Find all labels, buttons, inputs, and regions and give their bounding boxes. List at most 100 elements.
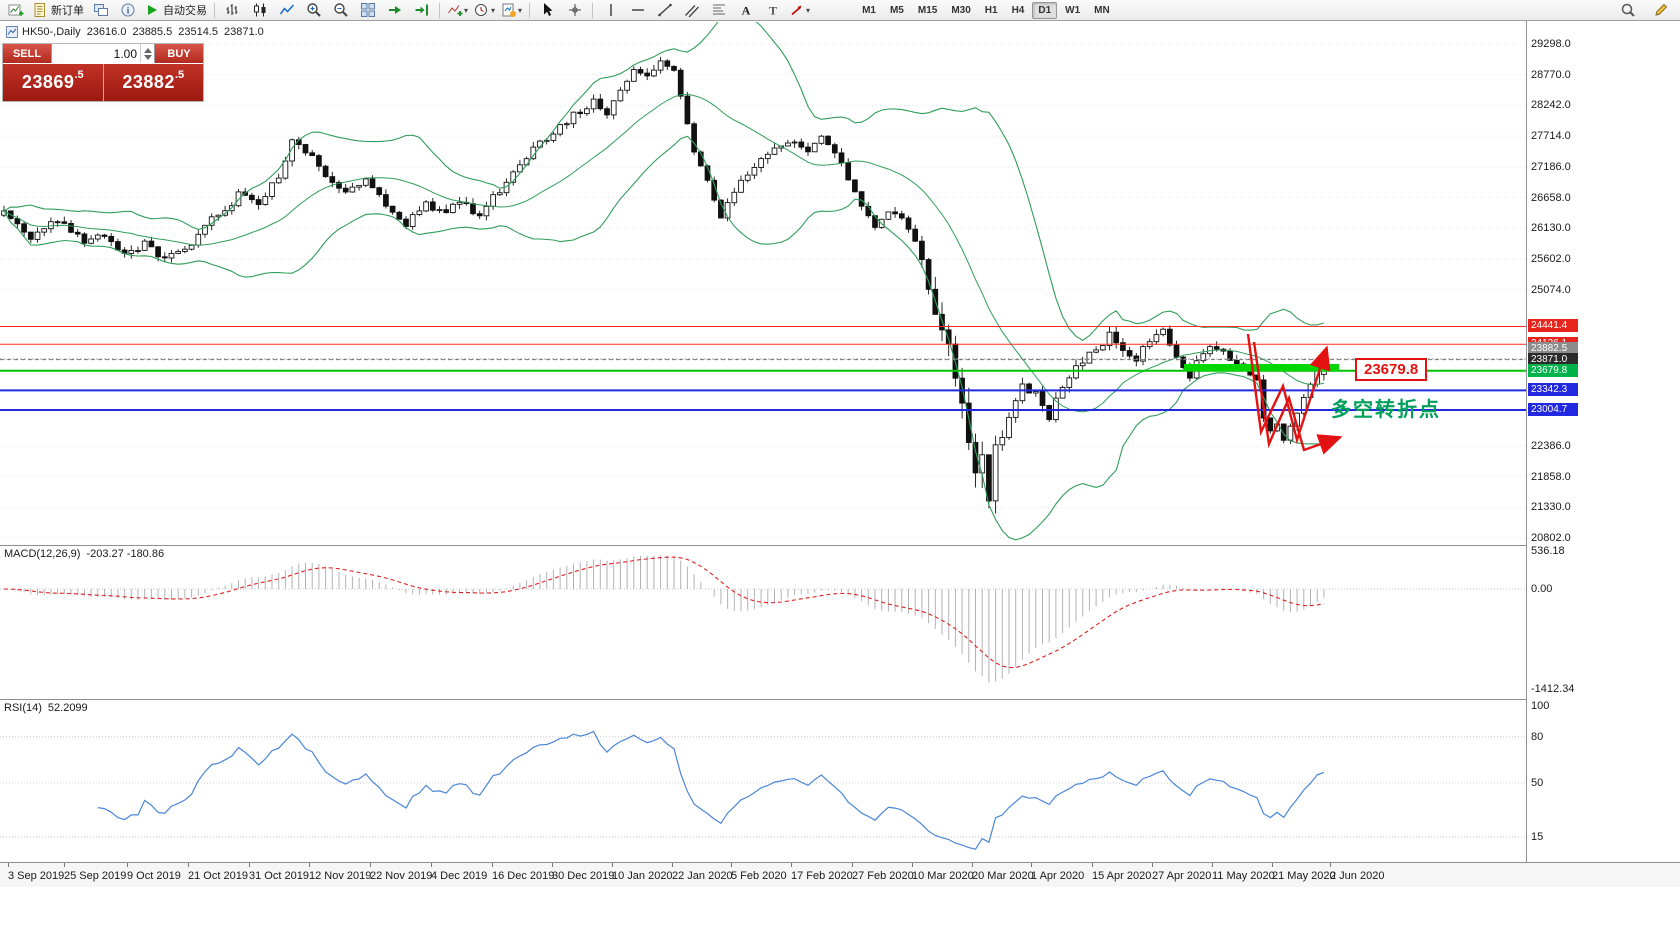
data-window-button[interactable]: i (114, 0, 141, 21)
macd-canvas[interactable] (0, 546, 1526, 699)
candlestick-type-button[interactable] (246, 0, 273, 21)
indicators-button[interactable]: ▾ (444, 0, 471, 21)
new-chart-button[interactable] (2, 0, 29, 21)
toolbar-separator (592, 2, 594, 18)
date-label: 21 May 2020 (1272, 870, 1336, 882)
rsi-label: RSI(14) 52.2099 (4, 702, 88, 714)
date-tick (1330, 863, 1331, 867)
zoom-in-button[interactable] (300, 0, 327, 21)
fibonacci-icon (712, 4, 725, 15)
bar-chart-type-button[interactable] (219, 0, 246, 21)
date-tick (672, 863, 673, 867)
volume-stepper-arrows[interactable] (140, 44, 154, 63)
stepper-down-icon[interactable] (143, 54, 152, 60)
volume-stepper[interactable]: 1.00 (51, 44, 155, 63)
chart-profiles-button[interactable] (87, 0, 114, 21)
stepper-up-icon[interactable] (143, 47, 152, 53)
date-tick (912, 863, 913, 867)
date-tick (552, 863, 553, 867)
templates-icon (502, 3, 517, 17)
date-label: 10 Mar 2020 (912, 870, 974, 882)
edit-button[interactable] (1647, 0, 1674, 21)
timeframe-h4[interactable]: H4 (1011, 4, 1025, 16)
date-label: 17 Feb 2020 (791, 870, 853, 882)
bar-chart-icon (226, 4, 237, 15)
channel-tool-button[interactable] (678, 0, 705, 21)
new-order-button[interactable]: 新订单 (29, 0, 87, 21)
horizontal-line-tool-button[interactable] (624, 0, 651, 21)
axis-label: 100 (1531, 700, 1550, 712)
auto-scroll-button[interactable] (381, 0, 408, 21)
svg-text:T: T (769, 4, 777, 18)
sell-button[interactable]: SELL (3, 44, 51, 63)
arrows-tool-button[interactable]: ▾ (786, 0, 813, 21)
trendline-tool-button[interactable] (651, 0, 678, 21)
date-axis[interactable]: 3 Sep 2019 25 Sep 2019 9 Oct 2019 21 Oct 20… (0, 862, 1680, 887)
toolbar-right-group (1614, 0, 1674, 21)
tile-windows-button[interactable] (354, 0, 381, 21)
date-tick (1152, 863, 1153, 867)
date-tick (8, 863, 9, 867)
zoom-out-button[interactable] (327, 0, 354, 21)
timeframe-toolbar: M1 M5 M15 M30 H1 H4 D1 W1 MN (855, 1, 1117, 19)
crosshair-button[interactable] (561, 0, 588, 21)
panel-separator[interactable] (0, 699, 1680, 700)
timeframe-h1[interactable]: H1 (984, 4, 998, 16)
timeframe-m15[interactable]: M15 (917, 4, 938, 16)
volume-value[interactable]: 1.00 (113, 46, 137, 61)
axis-label: 22386.0 (1531, 439, 1571, 452)
periods-button[interactable]: ▾ (471, 0, 498, 21)
sell-price[interactable]: 23869.5 (3, 64, 104, 101)
timeframe-m30[interactable]: M30 (951, 4, 971, 16)
close-value: 23871.0 (223, 26, 264, 38)
buy-price[interactable]: 23882.5 (103, 64, 203, 101)
date-label: 22 Nov 2019 (370, 870, 433, 882)
templates-button[interactable]: ▾ (498, 0, 525, 21)
trendline-icon (657, 3, 672, 17)
price-chart-canvas[interactable] (0, 22, 1526, 545)
main-toolbar: 新订单 i 自动交易 ▾ ▾ ▾ A T ▾ M1 M5 M15 M30 H1 H4 D1 W… (0, 0, 1680, 21)
text-label-tool-button[interactable]: T (759, 0, 786, 21)
tile-windows-icon (360, 3, 375, 17)
date-label: 30 Dec 2019 (552, 870, 615, 882)
rsi-canvas[interactable] (0, 700, 1526, 862)
timeframe-mn[interactable]: MN (1094, 4, 1110, 16)
buy-button[interactable]: BUY (155, 44, 203, 63)
panel-separator[interactable] (0, 545, 1680, 546)
chart-shift-button[interactable] (408, 0, 435, 21)
date-label: 12 Nov 2019 (309, 870, 372, 882)
indicators-icon (448, 5, 463, 16)
timeframe-d1[interactable]: D1 (1032, 1, 1058, 19)
zone-price-label: 23679.8 (1355, 358, 1428, 381)
price-badge-resistance-1: 24441.4 (1528, 319, 1578, 333)
autotrading-label: 自动交易 (163, 5, 207, 17)
axis-label: 21330.0 (1531, 501, 1571, 514)
svg-text:i: i (126, 6, 129, 16)
search-button[interactable] (1614, 0, 1641, 21)
fibonacci-tool-button[interactable] (705, 0, 732, 21)
date-label: 27 Feb 2020 (852, 870, 914, 882)
price-axis[interactable]: 29298.0 28770.0 28242.0 27714.0 27186.0 26658… (1526, 21, 1680, 862)
timeframe-m5[interactable]: M5 (889, 4, 904, 16)
candlestick-icon (253, 3, 265, 17)
date-tick (1092, 863, 1093, 867)
autotrading-play-icon (148, 5, 157, 15)
axis-label: 20802.0 (1531, 532, 1571, 545)
timeframe-m1[interactable]: M1 (862, 4, 876, 16)
open-value: 23616.0 (86, 26, 127, 38)
text-tool-button[interactable]: A (732, 0, 759, 21)
date-tick (127, 863, 128, 867)
cursor-button[interactable] (534, 0, 561, 21)
arrow-tool-icon (791, 5, 802, 16)
chart-ohlc-header: HK50-,Daily 23616.0 23885.5 23514.5 2387… (6, 26, 264, 38)
price-badge-support-2: 23004.7 (1528, 403, 1578, 416)
zoom-out-icon (333, 3, 348, 17)
line-chart-type-button[interactable] (273, 0, 300, 21)
date-tick (249, 863, 250, 867)
one-click-trading-panel: SELL 1.00 BUY 23869.5 23882.5 (2, 43, 204, 102)
date-label: 15 Apr 2020 (1092, 870, 1152, 882)
timeframe-w1[interactable]: W1 (1065, 4, 1081, 16)
autotrading-button[interactable]: 自动交易 (141, 0, 210, 21)
vertical-line-tool-button[interactable] (597, 0, 624, 21)
